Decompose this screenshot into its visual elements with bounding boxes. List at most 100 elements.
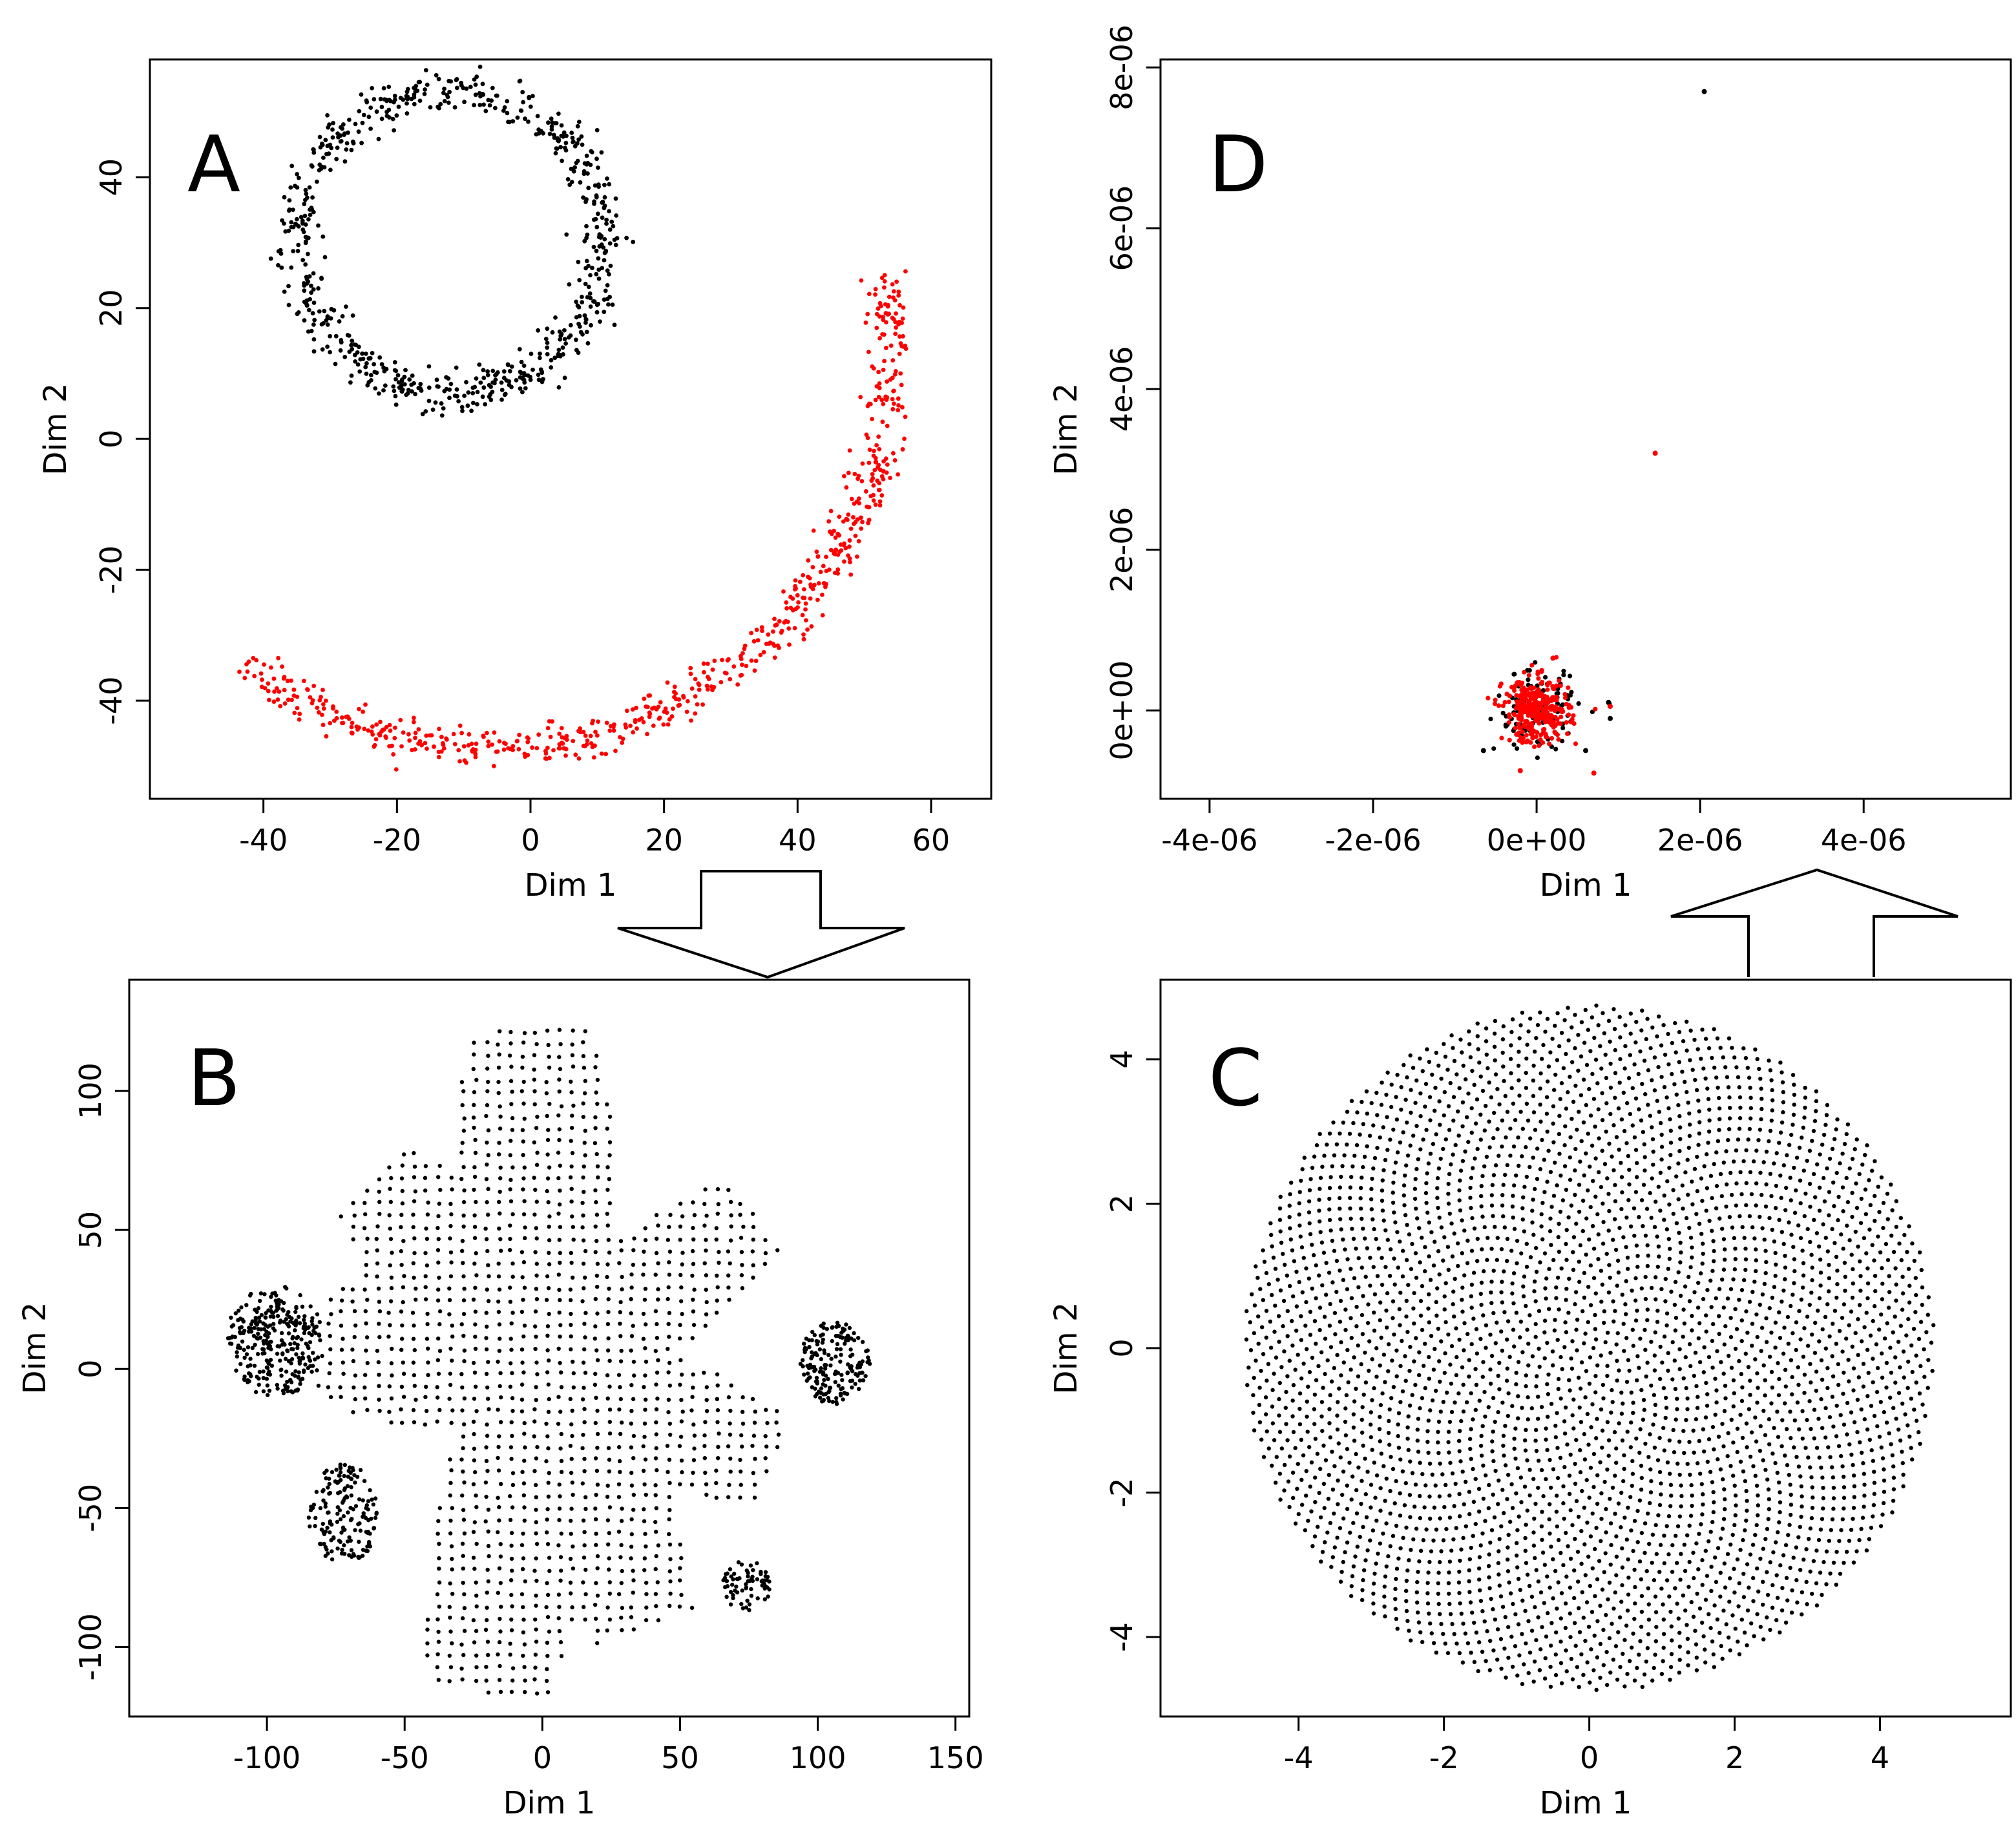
data-point bbox=[472, 1567, 477, 1571]
data-point bbox=[1559, 1355, 1563, 1360]
data-point bbox=[472, 1225, 478, 1229]
data-point bbox=[1758, 1302, 1762, 1307]
data-point bbox=[1605, 1364, 1610, 1368]
data-point bbox=[557, 1028, 562, 1032]
x-tick-label: 20 bbox=[645, 823, 683, 858]
data-point bbox=[576, 120, 582, 125]
data-point bbox=[595, 1629, 600, 1633]
data-point bbox=[1367, 1368, 1371, 1373]
data-point bbox=[403, 382, 407, 386]
data-point bbox=[1679, 1494, 1684, 1499]
data-point bbox=[1568, 1508, 1573, 1513]
data-point bbox=[749, 1594, 754, 1598]
data-point bbox=[1462, 1273, 1467, 1278]
data-point bbox=[235, 1354, 240, 1359]
data-point bbox=[1627, 1182, 1632, 1187]
data-point bbox=[274, 1293, 278, 1298]
data-point bbox=[388, 99, 393, 103]
data-point bbox=[1591, 1276, 1597, 1280]
data-point bbox=[653, 1567, 658, 1572]
data-point bbox=[1427, 1377, 1431, 1381]
data-point bbox=[275, 1314, 280, 1318]
data-point bbox=[1789, 1304, 1793, 1309]
data-point bbox=[549, 357, 554, 363]
data-point bbox=[1458, 1459, 1463, 1464]
data-point bbox=[316, 286, 320, 291]
data-point bbox=[1369, 1410, 1373, 1415]
data-point bbox=[1690, 1202, 1695, 1207]
data-point bbox=[1739, 1192, 1744, 1197]
data-point bbox=[1526, 1118, 1531, 1123]
data-point bbox=[1542, 1330, 1547, 1335]
data-point bbox=[302, 318, 307, 323]
data-point bbox=[1520, 1206, 1525, 1210]
data-point bbox=[474, 1505, 479, 1510]
data-point bbox=[583, 1029, 587, 1033]
data-point bbox=[484, 1311, 488, 1315]
data-point bbox=[370, 86, 374, 90]
data-point bbox=[330, 135, 335, 140]
data-point bbox=[523, 1225, 527, 1230]
data-point bbox=[1533, 1556, 1537, 1561]
data-point bbox=[1710, 1424, 1716, 1430]
data-point bbox=[557, 1310, 562, 1315]
data-point bbox=[629, 1334, 635, 1338]
data-point bbox=[498, 1189, 502, 1194]
data-point bbox=[1491, 1311, 1496, 1316]
data-point bbox=[399, 1309, 404, 1314]
data-point bbox=[473, 1384, 478, 1389]
data-point bbox=[473, 1335, 478, 1339]
data-point bbox=[251, 1333, 257, 1338]
data-point bbox=[777, 618, 782, 624]
data-point bbox=[821, 1392, 826, 1397]
data-point bbox=[436, 1617, 440, 1621]
data-point bbox=[1392, 1256, 1396, 1261]
data-point bbox=[1471, 1316, 1476, 1321]
data-point bbox=[594, 310, 600, 315]
data-point bbox=[1681, 1335, 1685, 1339]
data-point bbox=[1420, 1327, 1425, 1333]
data-point bbox=[557, 732, 562, 736]
data-point bbox=[1568, 1452, 1573, 1457]
data-point bbox=[582, 1543, 587, 1548]
data-point bbox=[582, 1322, 587, 1326]
data-point bbox=[362, 1287, 367, 1292]
data-point bbox=[1809, 1426, 1813, 1431]
data-point bbox=[629, 1605, 633, 1610]
data-point bbox=[1668, 1140, 1674, 1145]
data-point bbox=[1469, 1391, 1473, 1396]
data-point bbox=[581, 195, 585, 200]
data-point bbox=[1454, 1373, 1459, 1378]
data-point bbox=[229, 1335, 234, 1340]
data-point bbox=[441, 741, 445, 746]
data-point bbox=[894, 279, 899, 284]
data-point bbox=[642, 1385, 646, 1389]
data-point bbox=[617, 1592, 622, 1596]
data-point bbox=[530, 94, 535, 99]
data-point bbox=[1652, 1393, 1657, 1397]
data-point bbox=[457, 759, 462, 764]
data-point bbox=[374, 722, 379, 727]
data-point bbox=[1639, 1198, 1644, 1203]
data-point bbox=[678, 1238, 682, 1242]
data-point bbox=[330, 1549, 334, 1554]
data-point bbox=[1675, 1407, 1679, 1411]
data-point bbox=[277, 1305, 281, 1311]
data-point bbox=[457, 723, 463, 728]
data-point bbox=[1707, 1218, 1712, 1223]
data-point bbox=[601, 245, 606, 250]
data-point bbox=[1743, 1267, 1748, 1273]
data-point bbox=[352, 1213, 357, 1218]
arrow-c-to-d bbox=[1670, 868, 1958, 977]
data-point bbox=[594, 733, 600, 738]
data-point bbox=[1508, 1519, 1513, 1524]
data-point bbox=[1461, 1382, 1465, 1387]
data-point bbox=[607, 241, 613, 246]
data-point bbox=[1467, 1512, 1472, 1517]
data-point bbox=[510, 1212, 515, 1217]
data-point bbox=[581, 1175, 585, 1180]
data-point bbox=[529, 352, 534, 356]
data-point bbox=[306, 308, 311, 313]
data-point bbox=[1721, 1237, 1727, 1241]
data-point bbox=[666, 1322, 671, 1326]
